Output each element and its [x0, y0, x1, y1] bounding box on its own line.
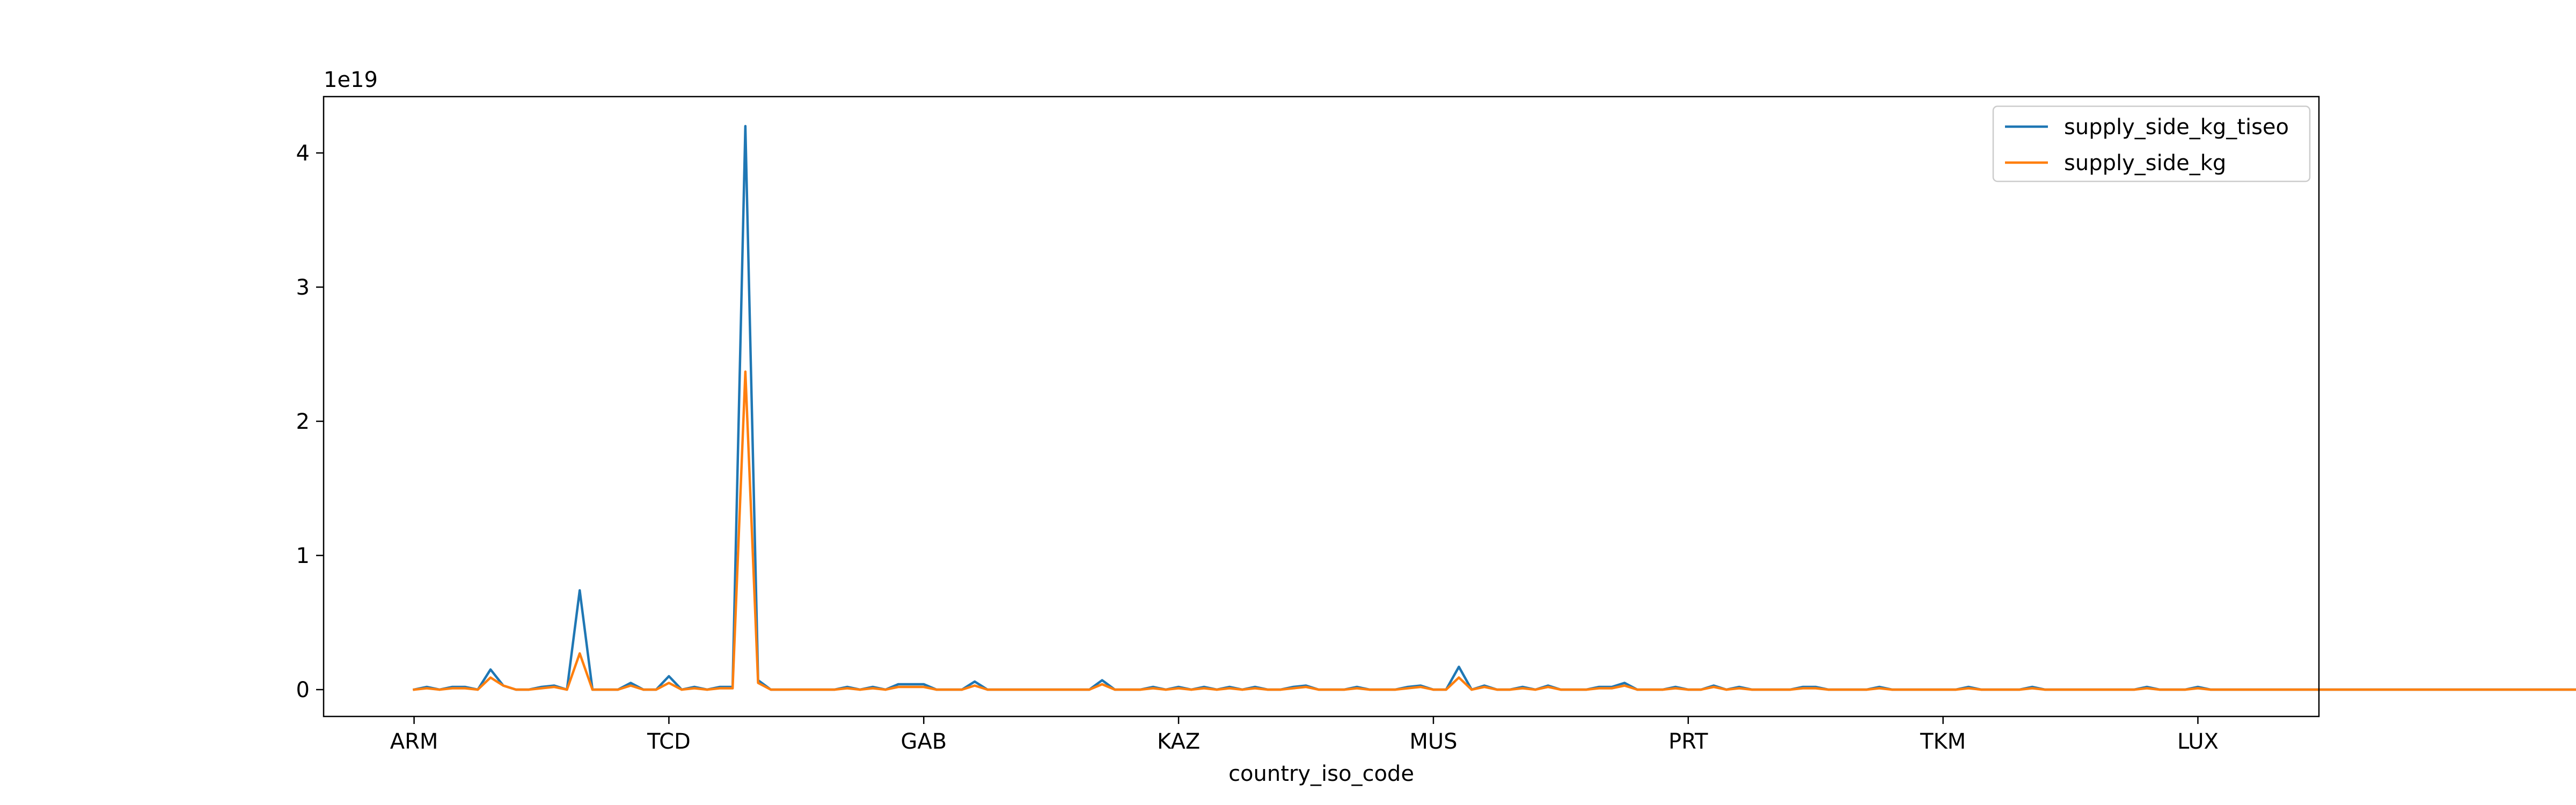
- axes-frame: [323, 96, 2320, 718]
- x-tick-label: ARM: [390, 729, 438, 754]
- x-tick-label: TKM: [1920, 729, 1966, 754]
- x-tick-label: KAZ: [1157, 729, 1200, 754]
- legend: supply_side_kg_tiseo supply_side_kg: [1992, 105, 2311, 182]
- y-tick-label: 1: [296, 544, 310, 568]
- x-tick-label: LUX: [2177, 729, 2219, 754]
- y-tick-label: 4: [296, 141, 310, 166]
- y-tick-label: 3: [296, 275, 310, 300]
- plot-area: [412, 125, 2576, 691]
- x-tick-label: PRT: [1668, 729, 1708, 754]
- y-tick-label: 0: [296, 678, 310, 702]
- legend-box: [1992, 105, 2311, 182]
- series-line-supply-side-kg: [413, 370, 2576, 691]
- x-tick-label: TCD: [647, 729, 691, 754]
- axes: 0 1 2 3 4 ARM TCD GAB KAZ MUS PRT TKM LUX: [296, 96, 2320, 754]
- legend-label-supply-side-kg: supply_side_kg: [2064, 151, 2226, 175]
- x-tick-label: MUS: [1409, 729, 1457, 754]
- legend-label-supply-side-kg-tiseo: supply_side_kg_tiseo: [2064, 115, 2289, 140]
- x-tick-label: GAB: [901, 729, 947, 754]
- x-axis-label: country_iso_code: [1228, 762, 1414, 786]
- y-tick-label: 2: [296, 409, 310, 434]
- y-multiplier-label: 1e19: [324, 68, 378, 92]
